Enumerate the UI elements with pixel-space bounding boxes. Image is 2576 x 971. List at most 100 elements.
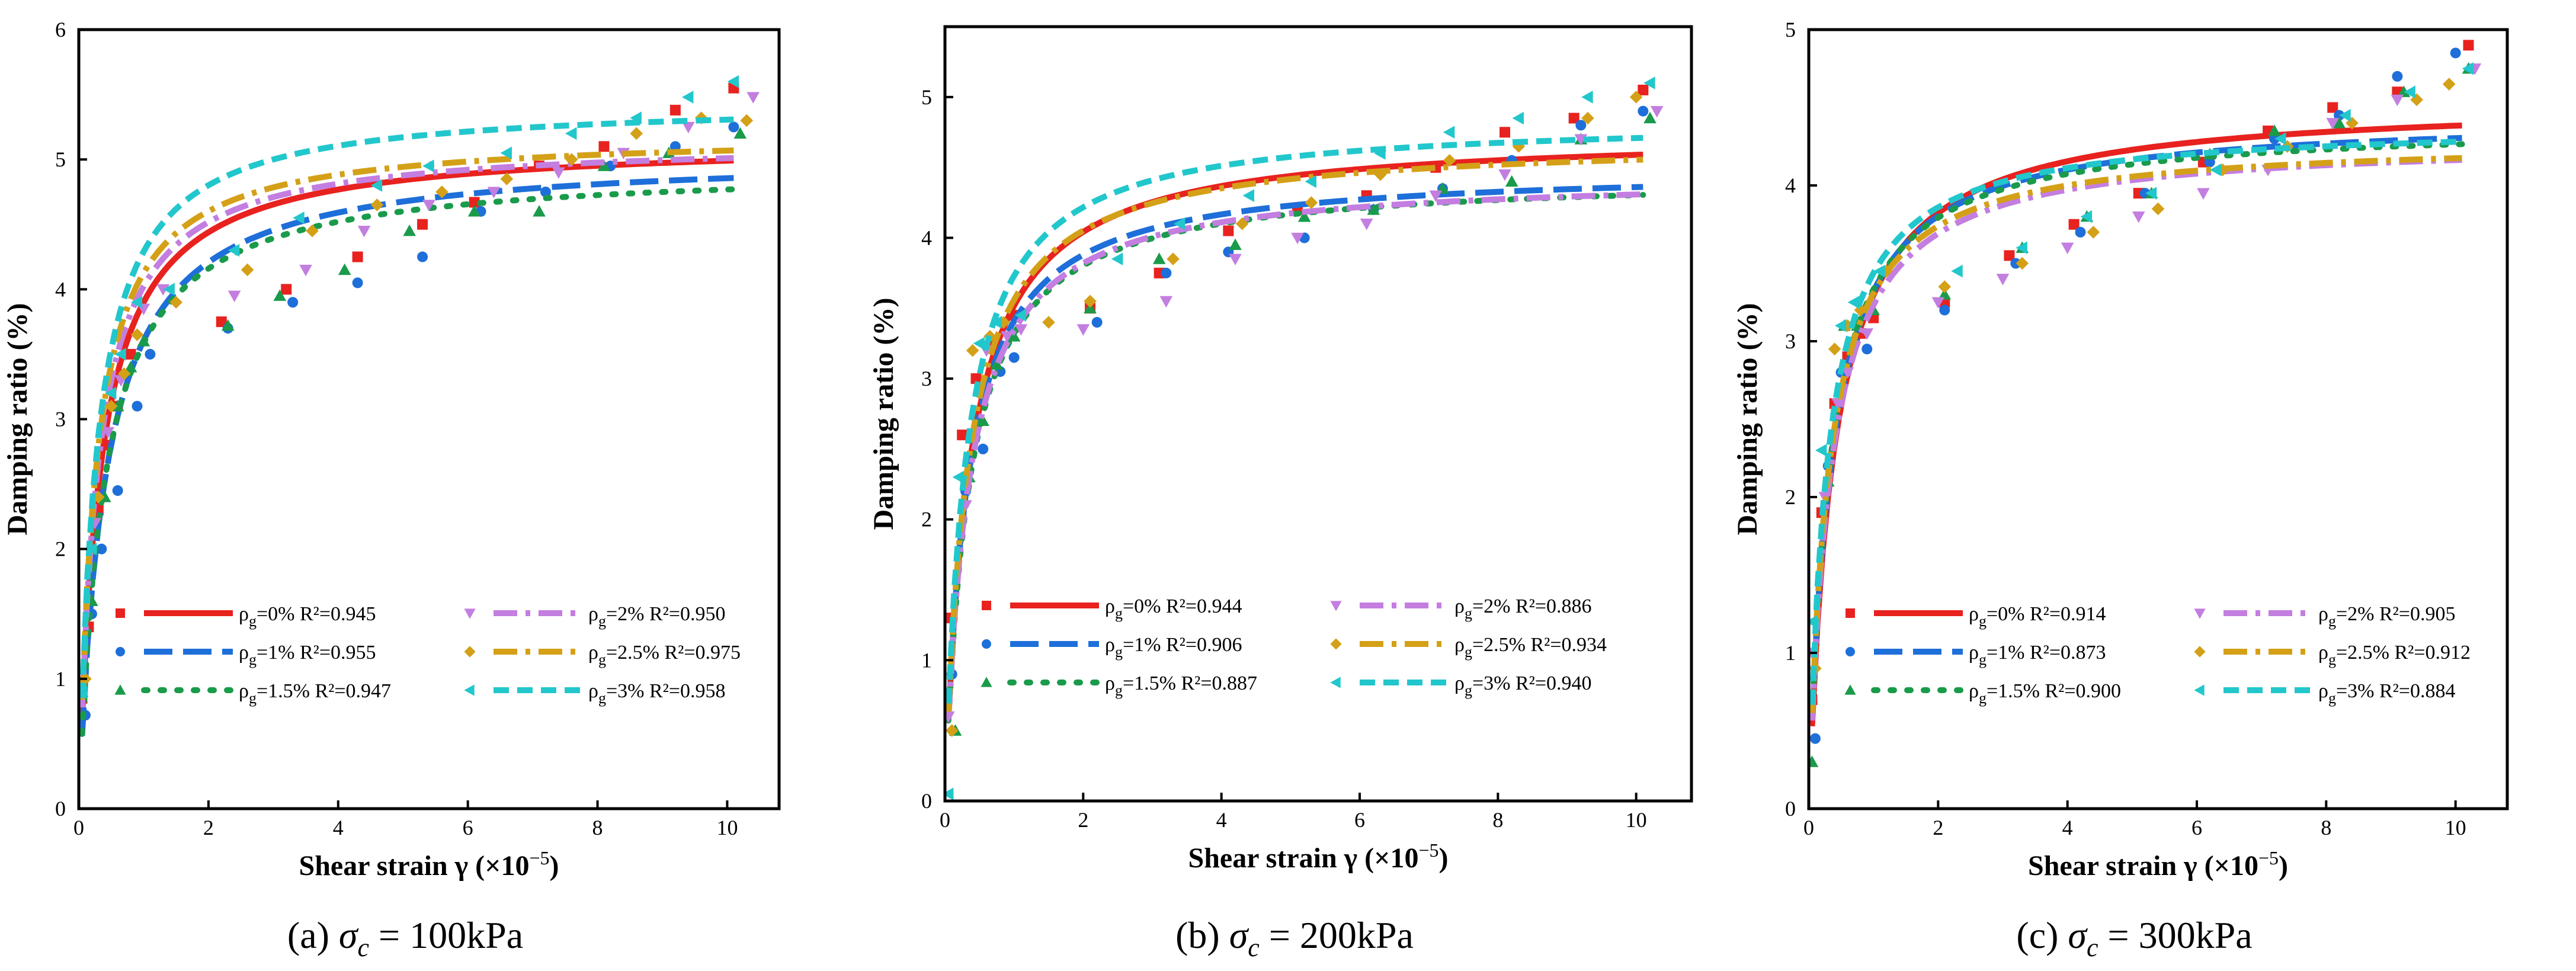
data-point-3-3: [1847, 296, 1860, 309]
y-tick-label: 2: [921, 508, 932, 531]
legend-label-2: ρg=2% R²=0.886: [1454, 595, 1592, 622]
x-tick-label: 2: [203, 816, 214, 839]
legend-label-3: ρg=3% R²=0.940: [1454, 672, 1592, 699]
data-point-2.5-4: [130, 328, 144, 341]
data-point-2-11: [2326, 118, 2340, 130]
data-point-1.5-7: [1229, 238, 1242, 250]
data-point-2.5-9: [2216, 163, 2229, 177]
data-point-0-7: [2004, 250, 2015, 261]
legend-label-0: ρg=0% R²=0.914: [1969, 603, 2106, 630]
data-point-3-5: [163, 283, 175, 296]
legend-item-2: ρg=2% R²=0.950: [464, 603, 726, 630]
data-point-2.5-2: [104, 399, 118, 413]
legend-item-1: ρg=1% R²=0.873: [1846, 642, 2106, 668]
data-point-2-8: [357, 226, 371, 238]
y-tick-label: 2: [1785, 485, 1796, 509]
legend-marker-2.5: [2194, 646, 2206, 658]
data-point-2.5-4: [1042, 316, 1055, 329]
data-point-0-2: [970, 373, 982, 384]
data-point-2-11: [1498, 169, 1511, 181]
data-point-2.5-9: [1374, 168, 1387, 181]
data-point-1.5-4: [1007, 330, 1021, 342]
data-point-2.5-11: [565, 153, 578, 166]
x-tick-label: 2: [1933, 816, 1943, 839]
legend-marker-1.5: [114, 684, 126, 695]
data-point-0-6: [216, 316, 227, 328]
data-point-3-9: [2209, 163, 2222, 177]
data-point-1.5-5: [1084, 302, 1097, 313]
data-point-2-9: [1360, 219, 1373, 230]
data-point-2.5-8: [2151, 202, 2165, 216]
data-point-3-12: [1581, 91, 1593, 104]
data-point-2.5-14: [740, 114, 754, 127]
panel-caption: (a) σc = 100kPa: [287, 914, 523, 962]
fit-curve-0: [79, 158, 734, 719]
x-tick-label: 4: [333, 816, 344, 839]
data-point-1-10: [2269, 133, 2280, 145]
legend-item-2.5: ρg=2.5% R²=0.975: [464, 642, 741, 668]
data-point-2-12: [2391, 94, 2404, 107]
fit-curve-2.5: [79, 147, 734, 700]
fit-curve-1.5: [1809, 141, 2465, 719]
data-point-2-5: [1076, 324, 1090, 336]
data-point-3-9: [422, 159, 434, 172]
x-tick-label: 2: [1078, 808, 1088, 832]
data-point-2-11: [552, 167, 565, 179]
data-point-1-4: [1008, 352, 1020, 363]
y-tick-label: 1: [1785, 641, 1796, 665]
legend-marker-2: [2194, 608, 2206, 619]
legend-label-1.5: ρg=1.5% R²=0.887: [1105, 672, 1257, 699]
data-point-1.5-7: [273, 289, 287, 301]
data-point-1-0: [1809, 733, 1821, 744]
data-point-2-7: [299, 264, 312, 277]
y-tick-label: 5: [921, 85, 932, 109]
legend-marker-1.5: [981, 677, 992, 687]
y-tick-label: 0: [55, 797, 66, 821]
data-point-2-6: [1159, 296, 1173, 308]
data-point-0-8: [352, 251, 363, 262]
data-point-2-14: [746, 92, 760, 104]
data-point-3-6: [1173, 217, 1186, 230]
data-point-0-13: [1638, 84, 1649, 95]
legend-label-2: ρg=2% R²=0.905: [2318, 603, 2456, 630]
legend: ρg=0% R²=0.914 ρg=1% R²=0.873 ρg=1.5% R²=0…: [1844, 603, 2471, 707]
data-point-2.5-10: [1443, 153, 1456, 167]
data-point-3-13: [1643, 76, 1655, 89]
data-point-3-10: [2274, 132, 2286, 145]
x-tick-label: 4: [1216, 808, 1227, 832]
data-point-1-4: [132, 400, 143, 412]
x-tick-label: 10: [716, 816, 738, 839]
y-tick-label: 5: [1785, 18, 1796, 41]
data-point-2.5-5: [1938, 280, 1952, 293]
data-point-0-12: [2327, 102, 2338, 113]
chart-panel-1: 0 2 4 6 8 10 0 1 2 3 4 5 6 Shear strain γ (×10−5) Damp…: [2, 18, 781, 962]
data-point-3-2: [1834, 319, 1847, 332]
legend-label-1: ρg=1% R²=0.955: [239, 642, 376, 668]
data-point-2.5-7: [1235, 217, 1249, 230]
x-tick-label: 6: [2191, 816, 2202, 839]
data-point-1-13: [2450, 47, 2461, 59]
legend-label-2.5: ρg=2.5% R²=0.912: [2318, 642, 2471, 668]
data-point-3-1: [85, 542, 97, 556]
data-point-2.5-5: [169, 296, 182, 309]
data-point-3-8: [2145, 187, 2157, 200]
legend-label-2: ρg=2% R²=0.950: [588, 603, 726, 630]
data-point-2.5-0: [945, 724, 959, 737]
data-point-2.5-9: [435, 185, 448, 198]
legend-marker-1: [1846, 647, 1855, 656]
data-point-2-6: [228, 290, 241, 303]
data-point-3-0: [1809, 615, 1818, 629]
panel-caption: (c) σc = 300kPa: [2016, 914, 2252, 962]
data-point-1.5-3: [990, 358, 1004, 370]
fit-curve-2.5: [1809, 155, 2462, 713]
data-point-1.5-2: [976, 414, 989, 427]
y-tick-label: 0: [921, 789, 932, 813]
y-tick-label: 6: [55, 18, 66, 41]
y-tick-label: 3: [921, 367, 932, 390]
x-tick-label: 6: [463, 816, 473, 839]
legend-item-0: ρg=0% R²=0.945: [116, 603, 376, 630]
data-point-0-7: [1223, 225, 1234, 236]
plot-frame: [1807, 28, 2509, 810]
y-tick-label: 3: [1785, 329, 1796, 353]
